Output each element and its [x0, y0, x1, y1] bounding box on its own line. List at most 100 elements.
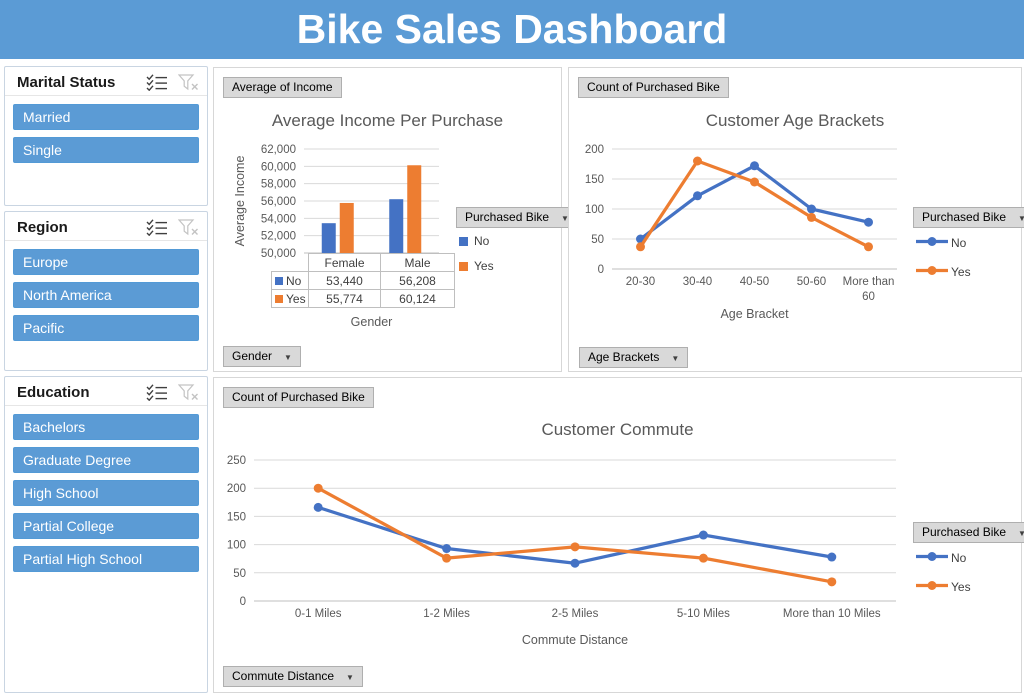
multi-select-icon[interactable]	[146, 73, 168, 91]
x-tick-label: 0-1 Miles	[295, 608, 342, 620]
data-point-yes	[636, 242, 645, 252]
y-tick-label: 0	[598, 264, 604, 276]
slicer-items: Europe North America Pacific	[5, 241, 207, 341]
legend-button-purchased-bike[interactable]: Purchased Bike ▼	[913, 207, 1024, 228]
income-data-table: Female Male No 53,440 56,208 Yes 55,774 60,124	[271, 253, 455, 308]
legend-entry-no: No	[459, 234, 494, 248]
legend-entry-yes: Yes	[915, 578, 971, 596]
y-tick-label: 60,000	[261, 161, 296, 173]
slicer-item-married[interactable]: Married	[13, 104, 199, 130]
data-point-no	[698, 530, 708, 540]
y-tick-label: 62,000	[261, 144, 296, 156]
slicer-region: Region Europe North America Pacific	[4, 211, 208, 371]
slicer-item-single[interactable]: Single	[13, 137, 199, 163]
commute-chart-panel: Count of Purchased Bike Customer Commute…	[213, 377, 1024, 693]
field-button-count-of-purchased-bike[interactable]: Count of Purchased Bike	[578, 77, 729, 98]
age-chart-title: Customer Age Brackets	[705, 111, 885, 130]
dropdown-arrow-icon: ▼	[561, 214, 569, 223]
data-point-yes	[693, 156, 702, 166]
x-tick-label: More than 10 Miles	[783, 608, 881, 620]
x-tick-label: 50-60	[797, 276, 826, 288]
data-point-no	[864, 217, 873, 227]
slicer-item-graduate-degree[interactable]: Graduate Degree	[13, 447, 199, 473]
x-tick-label: 60	[862, 291, 875, 303]
legend-button-purchased-bike[interactable]: Purchased Bike ▼	[456, 207, 578, 228]
y-tick-label: 52,000	[261, 231, 296, 243]
clear-filter-icon[interactable]	[178, 73, 199, 91]
legend-label: No	[474, 234, 490, 248]
data-point-yes	[313, 483, 323, 493]
commute-chart-title: Customer Commute	[541, 420, 694, 439]
data-point-no	[807, 204, 816, 214]
slicer-title: Region	[17, 218, 68, 236]
legend-entry-no: No	[915, 234, 971, 252]
dropdown-arrow-icon: ▼	[284, 353, 292, 362]
dropdown-arrow-icon: ▼	[346, 673, 354, 682]
slicer-header: Marital Status	[5, 67, 207, 96]
slicer-item-bachelors[interactable]: Bachelors	[13, 414, 199, 440]
field-button-commute-distance[interactable]: Commute Distance ▼	[223, 666, 363, 687]
legend-line-marker-icon	[915, 234, 949, 252]
y-tick-label: 100	[585, 204, 604, 216]
slicer-item-high-school[interactable]: High School	[13, 480, 199, 506]
series-line-no	[316, 505, 834, 565]
table-cell: 55,774	[308, 289, 381, 308]
field-button-average-of-income[interactable]: Average of Income	[223, 77, 342, 98]
x-tick-label: 20-30	[626, 276, 655, 288]
slicer-item-partial-college[interactable]: Partial College	[13, 513, 199, 539]
series-swatch-icon	[275, 277, 283, 286]
x-axis-title: Age Bracket	[720, 307, 789, 321]
slicer-header: Education	[5, 377, 207, 406]
slicer-item-north-america[interactable]: North America	[13, 282, 199, 308]
table-row-header: No	[271, 271, 309, 290]
y-tick-label: 56,000	[261, 196, 296, 208]
series-line-yes	[316, 486, 834, 584]
series-line-yes	[638, 159, 871, 249]
commute-chart: 0 50 100 150 200 250 0-1 Miles 1-2 Miles 2-5 Mil…	[227, 455, 896, 647]
dashboard-title: Bike Sales Dashboard	[296, 6, 728, 52]
field-button-age-brackets[interactable]: Age Brackets ▼	[579, 347, 689, 368]
table-row-header: Yes	[271, 289, 309, 308]
data-point-yes	[698, 553, 708, 563]
slicer-item-pacific[interactable]: Pacific	[13, 315, 199, 341]
legend-line-marker-icon	[915, 578, 949, 596]
legend-label: Yes	[951, 265, 971, 279]
clear-filter-icon[interactable]	[178, 218, 199, 236]
x-tick-label: 2-5 Miles	[552, 608, 599, 620]
data-point-yes	[570, 542, 580, 552]
multi-select-icon[interactable]	[146, 383, 168, 401]
x-tick-label: 5-10 Miles	[677, 608, 730, 620]
x-axis-title: Commute Distance	[522, 633, 628, 647]
age-legend: No Yes	[915, 234, 971, 292]
commute-legend: No Yes	[915, 549, 971, 607]
slicer-header: Region	[5, 212, 207, 241]
y-tick-label: 0	[240, 596, 246, 608]
slicer-item-partial-high-school[interactable]: Partial High School	[13, 546, 199, 572]
clear-filter-icon[interactable]	[178, 383, 199, 401]
x-tick-label: 1-2 Miles	[423, 608, 470, 620]
legend-label: No	[951, 551, 967, 565]
legend-line-marker-icon	[915, 549, 949, 567]
dashboard-title-banner: Bike Sales Dashboard	[0, 0, 1024, 59]
legend-button-purchased-bike[interactable]: Purchased Bike ▼	[913, 522, 1024, 543]
data-point-yes	[442, 553, 452, 563]
slicer-item-europe[interactable]: Europe	[13, 249, 199, 275]
x-tick-label: More than	[843, 276, 895, 288]
bar-yes-female	[339, 202, 354, 253]
dropdown-arrow-icon: ▼	[1018, 529, 1024, 538]
x-tick-label: 30-40	[683, 276, 712, 288]
income-chart: 50,00052,00054,00056,00058,00060,00062,0…	[233, 144, 439, 329]
table-col-header: Male	[380, 253, 455, 272]
y-tick-label: 54,000	[261, 213, 296, 225]
table-cell: 60,124	[380, 289, 455, 308]
field-button-count-of-purchased-bike[interactable]: Count of Purchased Bike	[223, 387, 374, 408]
slicer-items: Bachelors Graduate Degree High School Parti…	[5, 406, 207, 572]
table-row: No 53,440 56,208	[271, 271, 455, 290]
age-chart: 0 50 100 150 200 20-30 30-40 40-50 50-60 More tha…	[585, 144, 897, 321]
data-point-yes	[827, 577, 837, 587]
y-tick-label: 250	[227, 455, 246, 467]
bar-no-female	[321, 223, 336, 253]
slicer-items: Married Single	[5, 96, 207, 163]
field-button-gender[interactable]: Gender ▼	[223, 346, 301, 367]
multi-select-icon[interactable]	[146, 218, 168, 236]
